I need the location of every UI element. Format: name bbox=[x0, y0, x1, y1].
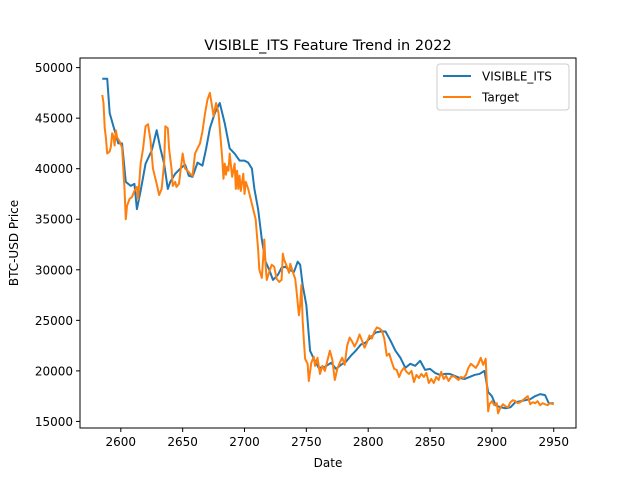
x-axis-label: Date bbox=[314, 456, 343, 470]
x-tick-label: 2700 bbox=[229, 435, 260, 449]
legend-label-visible-its: VISIBLE_ITS bbox=[482, 70, 552, 84]
y-tick-label: 50000 bbox=[35, 61, 73, 75]
x-tick-label: 2600 bbox=[106, 435, 137, 449]
y-ticks: 15000 20000 25000 30000 35000 40000 45000 50000 bbox=[35, 61, 80, 429]
y-tick-label: 25000 bbox=[35, 314, 73, 328]
y-tick-label: 15000 bbox=[35, 415, 73, 429]
x-tick-label: 2950 bbox=[538, 435, 569, 449]
series-line-visible-its bbox=[102, 77, 554, 410]
axes-frame bbox=[79, 57, 577, 429]
x-tick-label: 2900 bbox=[477, 435, 508, 449]
chart-title: VISIBLE_ITS Feature Trend in 2022 bbox=[204, 38, 451, 54]
x-tick-label: 2850 bbox=[415, 435, 446, 449]
x-ticks: 2600 2650 2700 2750 2800 2850 2900 2950 bbox=[106, 428, 569, 449]
legend: VISIBLE_ITS Target bbox=[436, 63, 570, 111]
y-tick-label: 35000 bbox=[35, 213, 73, 227]
y-axis-label: BTC-USD Price bbox=[7, 200, 21, 286]
plot-area bbox=[80, 58, 576, 428]
series-layer bbox=[101, 77, 555, 415]
series-line-target bbox=[101, 91, 555, 415]
y-tick-label: 20000 bbox=[35, 364, 73, 378]
x-tick-label: 2650 bbox=[167, 435, 198, 449]
y-tick-label: 30000 bbox=[35, 263, 73, 277]
x-tick-label: 2800 bbox=[353, 435, 384, 449]
x-tick-label: 2750 bbox=[291, 435, 322, 449]
y-tick-label: 45000 bbox=[35, 112, 73, 126]
legend-label-target: Target bbox=[481, 91, 519, 105]
y-tick-label: 40000 bbox=[35, 162, 73, 176]
